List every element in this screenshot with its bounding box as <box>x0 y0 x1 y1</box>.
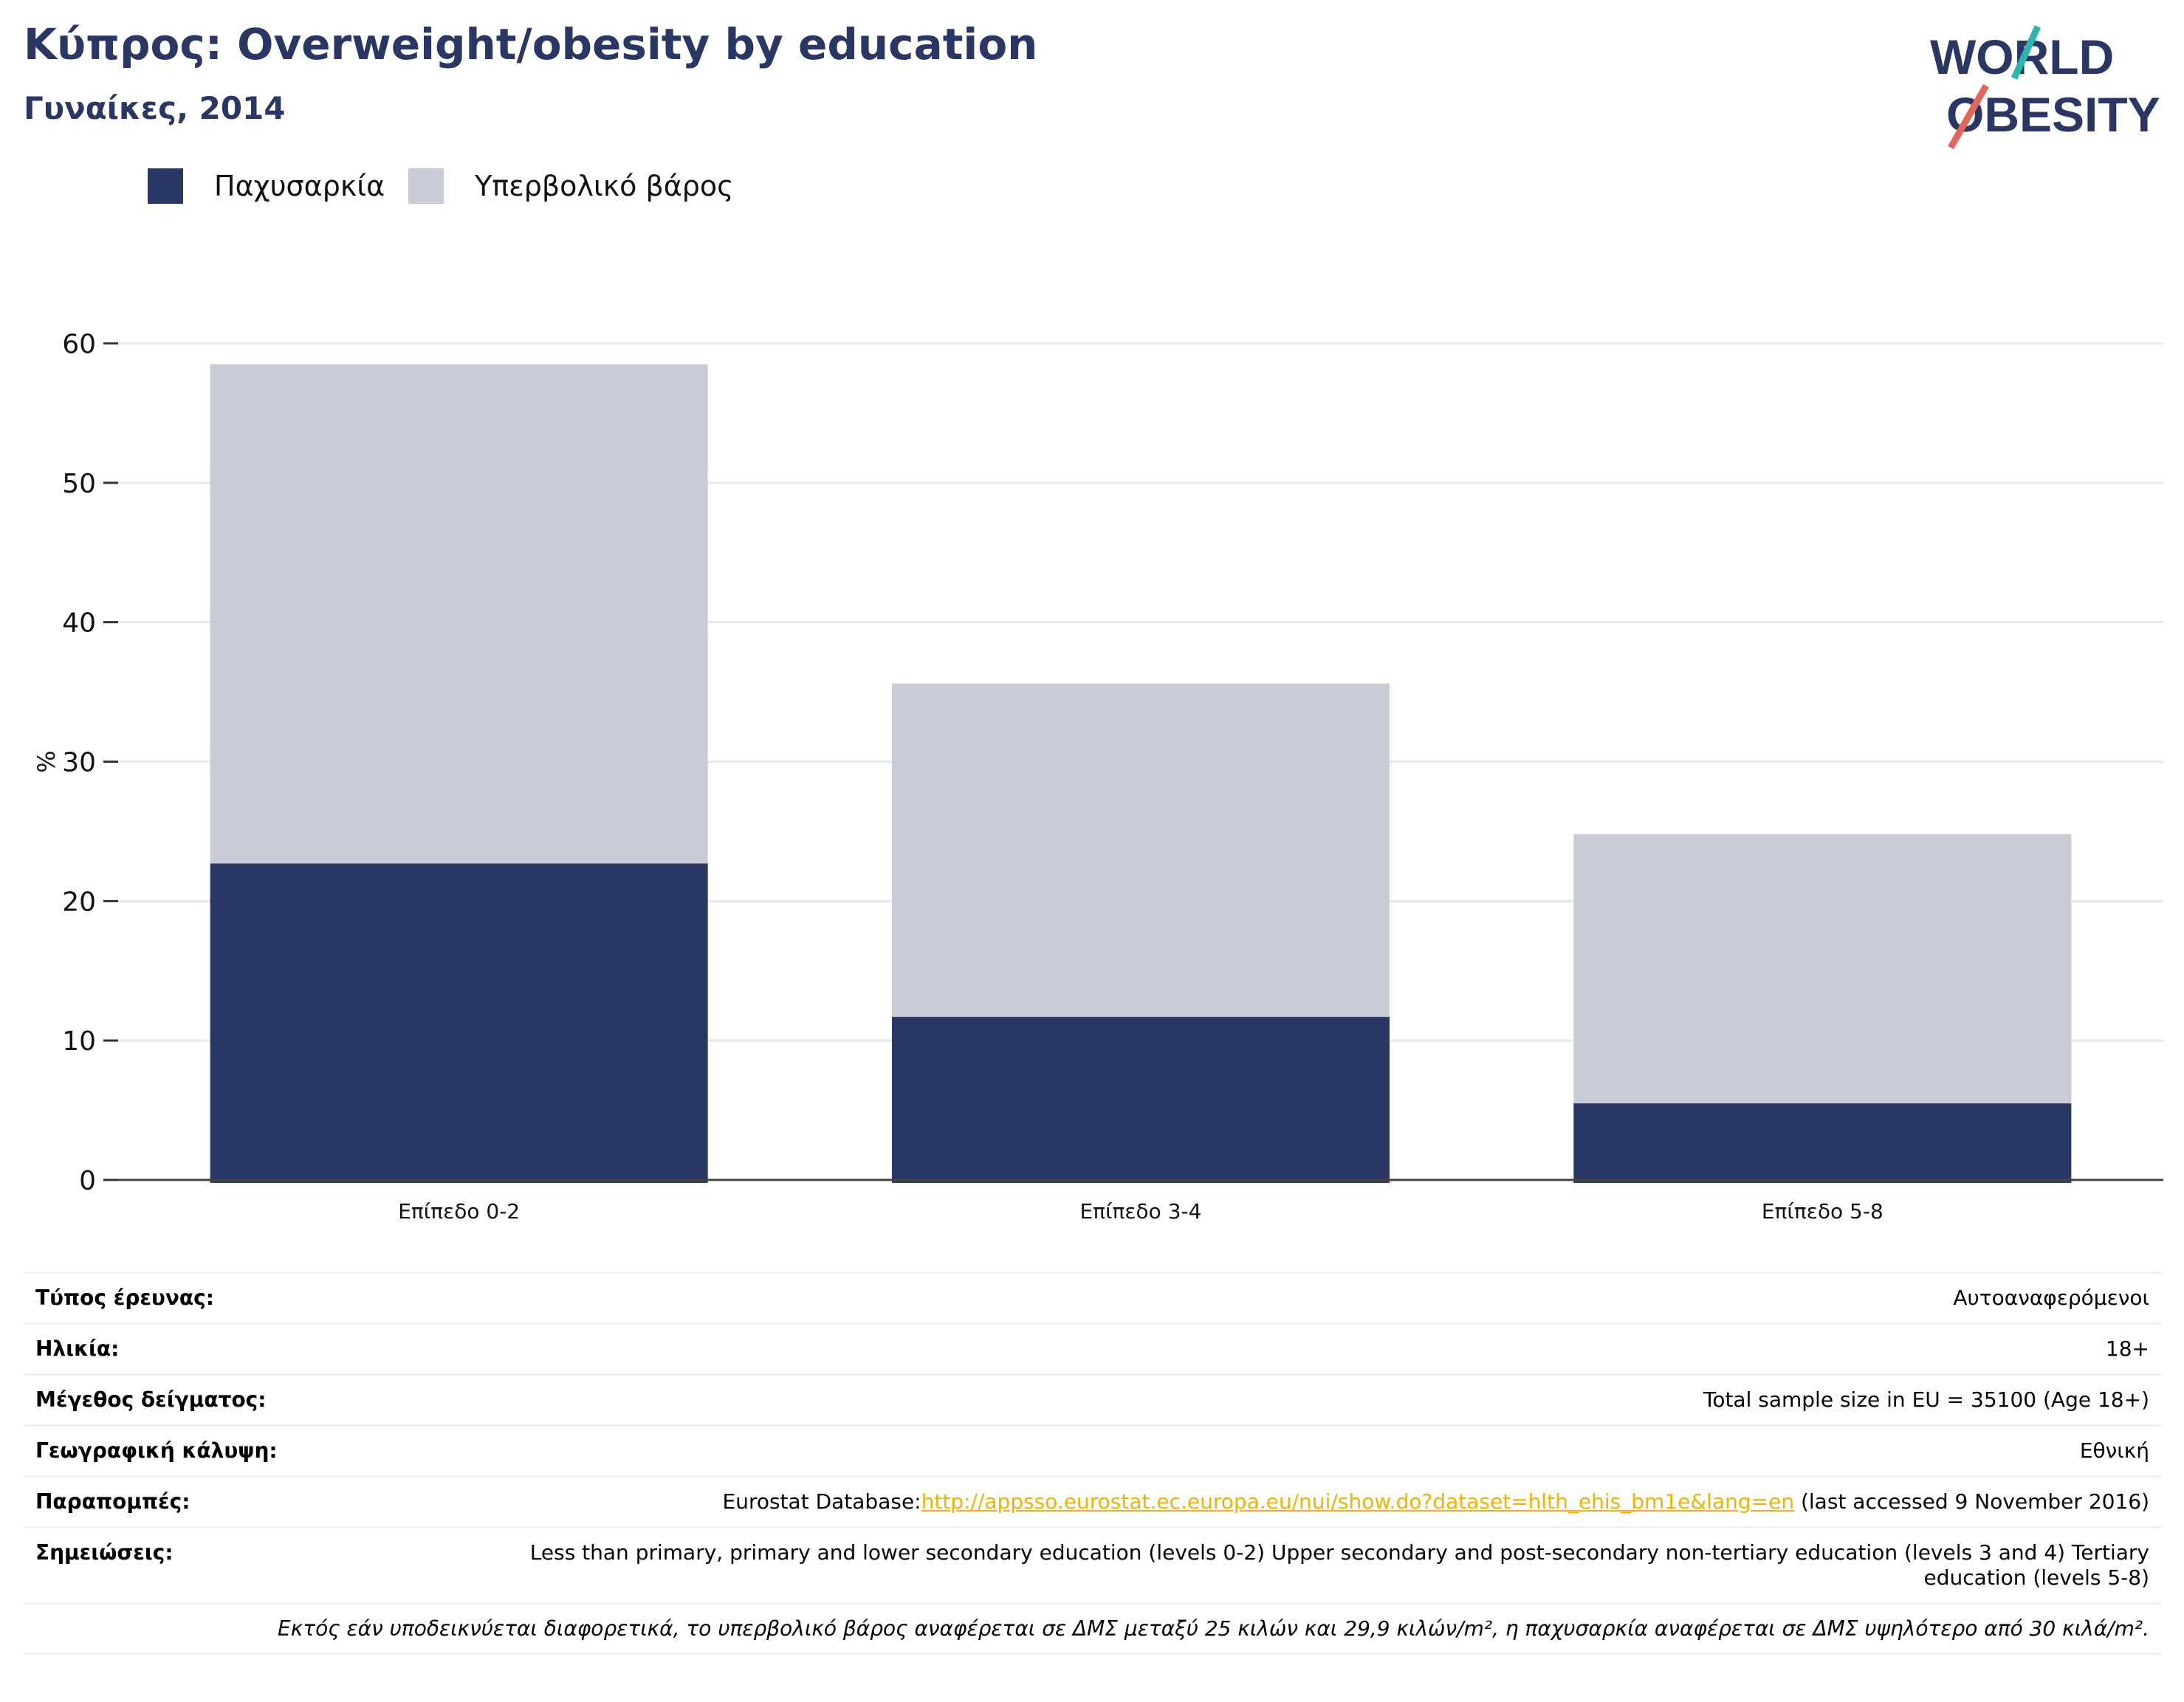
info-row-age: Ηλικία: 18+ <box>24 1322 2161 1373</box>
info-value: Less than primary, primary and lower sec… <box>529 1540 2149 1590</box>
y-tick-label: 60 <box>62 329 96 360</box>
bar-obesity <box>210 863 708 1183</box>
info-key: Σημειώσεις: <box>35 1540 174 1565</box>
y-tick-label: 10 <box>62 1026 96 1057</box>
info-row-survey-type: Τύπος έρευνας: Αυτοαναφερόμενοι <box>24 1272 2161 1322</box>
legend-swatch-overweight <box>408 168 444 204</box>
chart-title: Κύπρος: Overweight/obesity by education <box>24 19 1038 69</box>
info-value: Αυτοαναφερόμενοι <box>1953 1286 2149 1310</box>
info-key: Παραπομπές: <box>35 1489 190 1514</box>
world-obesity-logo: WORLD OBESITY <box>1930 25 2160 150</box>
footnote: Εκτός εάν υποδεικνύεται διαφορετικά, το … <box>24 1602 2161 1655</box>
y-tick-label: 20 <box>62 887 96 917</box>
reference-link[interactable]: http://appsso.eurostat.ec.europa.eu/nui/… <box>921 1489 1795 1514</box>
x-tick-label: Επίπεδο 5-8 <box>1762 1199 1883 1224</box>
info-row-coverage: Γεωγραφική κάλυψη: Εθνική <box>24 1424 2161 1475</box>
info-value: Total sample size in EU = 35100 (Age 18+… <box>1703 1387 2149 1412</box>
bar-obesity <box>1573 1103 2072 1183</box>
bar-overweight <box>210 364 708 864</box>
info-value: Eurostat Database:http://appsso.eurostat… <box>723 1489 2150 1514</box>
bar-overweight <box>1573 834 2072 1104</box>
legend-item-overweight[interactable]: Υπερβολικό βάρος <box>408 168 733 204</box>
reference-prefix: Eurostat Database: <box>722 1489 921 1514</box>
bar-overweight <box>891 683 1390 1018</box>
info-key: Τύπος έρευνας: <box>35 1286 214 1310</box>
info-table: Τύπος έρευνας: Αυτοαναφερόμενοι Ηλικία: … <box>24 1272 2161 1655</box>
x-tick-label: Επίπεδο 0-2 <box>398 1199 520 1224</box>
info-key: Μέγεθος δείγματος: <box>35 1387 267 1412</box>
info-value: 18+ <box>2105 1336 2149 1361</box>
legend-item-obesity[interactable]: Παχυσαρκία <box>148 168 385 204</box>
legend-swatch-obesity <box>148 168 183 204</box>
chart-legend: Παχυσαρκία Υπερβολικό βάρος <box>148 168 757 204</box>
legend-label-obesity: Παχυσαρκία <box>214 170 385 202</box>
y-axis-label: % <box>32 750 61 772</box>
info-key: Γεωγραφική κάλυψη: <box>35 1438 278 1463</box>
info-key: Ηλικία: <box>35 1336 120 1361</box>
y-tick-label: 40 <box>62 608 96 639</box>
info-row-sample-size: Μέγεθος δείγματος: Total sample size in … <box>24 1373 2161 1424</box>
info-row-references: Παραπομπές: Eurostat Database:http://app… <box>24 1475 2161 1526</box>
bar-obesity <box>891 1017 1390 1183</box>
logo-slash-teal <box>2010 25 2042 80</box>
logo-slash-red <box>1948 83 1989 150</box>
y-tick-label: 30 <box>62 748 96 778</box>
legend-label-overweight: Υπερβολικό βάρος <box>475 170 734 202</box>
chart-subtitle: Γυναίκες, 2014 <box>24 90 286 126</box>
bar-chart: 0 10 20 30 40 50 60% Επίπεδο 0-2 Επίπεδο 3-4 Επίπ… <box>32 329 2163 1224</box>
x-tick-label: Επίπεδο 3-4 <box>1080 1199 1202 1224</box>
y-tick-label: 0 <box>79 1166 96 1196</box>
y-tick-label: 50 <box>62 469 96 499</box>
info-value: Εθνική <box>2079 1438 2149 1463</box>
reference-suffix: (last accessed 9 November 2016) <box>1794 1489 2149 1514</box>
info-row-notes: Σημειώσεις: Less than primary, primary a… <box>24 1526 2161 1602</box>
